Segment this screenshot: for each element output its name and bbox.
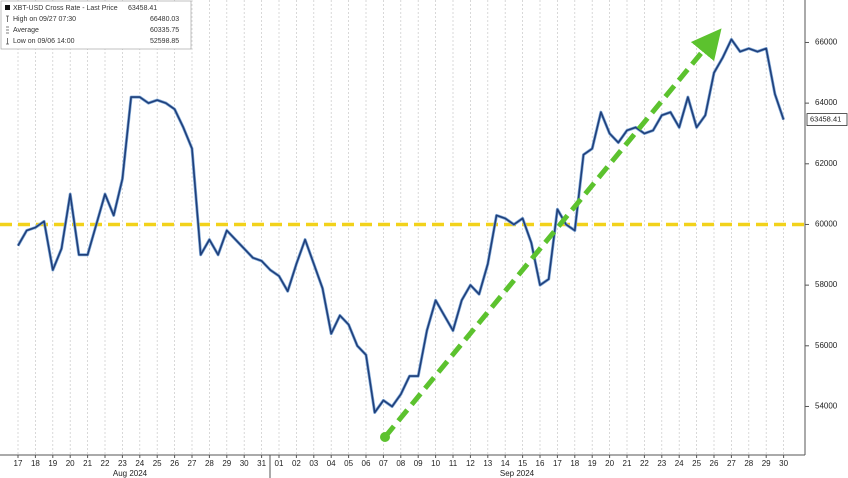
- legend-swatch: [5, 5, 10, 10]
- legend: XBT-USD Cross Rate - Last Price 63458.41…: [0, 0, 192, 50]
- x-tick-label: 19: [588, 459, 597, 468]
- legend-label: Average: [13, 27, 39, 34]
- x-tick-label: 17: [553, 459, 562, 468]
- legend-box: [0, 0, 192, 50]
- legend-label: High on 09/27 07:30: [13, 16, 76, 23]
- legend-value: 60335.75: [150, 27, 179, 34]
- legend-icons: [6, 15, 9, 45]
- x-tick-label: 17: [14, 459, 23, 468]
- x-tick-label: 29: [762, 459, 771, 468]
- x-tick-label: 16: [536, 459, 545, 468]
- x-tick-label: 30: [240, 459, 249, 468]
- legend-title: XBT-USD Cross Rate - Last Price: [13, 5, 118, 12]
- x-tick-label: 12: [466, 459, 475, 468]
- last-price-label: 63458.41: [810, 115, 841, 124]
- price-line: [17, 38, 785, 414]
- x-tick-label: 18: [570, 459, 579, 468]
- y-tick-label: 62000: [815, 159, 838, 168]
- x-tick-label: 05: [344, 459, 353, 468]
- month-label: Aug 2024: [113, 469, 148, 478]
- y-tick-label: 54000: [815, 402, 838, 411]
- y-tick-label: 56000: [815, 341, 838, 350]
- x-tick-label: 19: [48, 459, 57, 468]
- month-label: Sep 2024: [500, 469, 535, 478]
- x-tick-label: 14: [501, 459, 510, 468]
- x-tick-label: 03: [309, 459, 318, 468]
- x-tick-label: 31: [257, 459, 266, 468]
- x-tick-label: 23: [657, 459, 666, 468]
- x-tick-label: 21: [623, 459, 632, 468]
- x-tick-label: 25: [692, 459, 701, 468]
- y-tick-label: 64000: [815, 98, 838, 107]
- x-tick-label: 28: [205, 459, 214, 468]
- x-tick-label: 24: [675, 459, 684, 468]
- x-tick-label: 28: [744, 459, 753, 468]
- trend-arrow-start: [380, 432, 390, 442]
- x-tick-label: 18: [31, 459, 40, 468]
- x-tick-label: 24: [135, 459, 144, 468]
- marks: [0, 37, 805, 414]
- x-tick-label: 01: [275, 459, 284, 468]
- last-price-tag: [806, 113, 848, 126]
- x-tick-label: 27: [727, 459, 736, 468]
- x-tick-label: 07: [379, 459, 388, 468]
- x-tick-label: 06: [362, 459, 371, 468]
- x-tick-label: 22: [101, 459, 110, 468]
- plot-area: [0, 0, 805, 455]
- x-tick-label: 27: [188, 459, 197, 468]
- x-tick-label: 21: [83, 459, 92, 468]
- legend-value: 63458.41: [128, 5, 157, 12]
- x-tick-label: 02: [292, 459, 301, 468]
- x-tick-label: 30: [779, 459, 788, 468]
- x-tick-label: 10: [431, 459, 440, 468]
- legend-label: Low on 09/06 14:00: [13, 38, 75, 45]
- x-tick-label: 13: [483, 459, 492, 468]
- legend-value: 66480.03: [150, 16, 179, 23]
- x-tick-label: 22: [640, 459, 649, 468]
- y-tick-label: 66000: [815, 38, 838, 47]
- y-tick-label: 60000: [815, 220, 838, 229]
- x-tick-label: 26: [170, 459, 179, 468]
- x-tick-label: 15: [518, 459, 527, 468]
- x-tick-label: 04: [327, 459, 336, 468]
- y-tick-label: 58000: [815, 280, 838, 289]
- x-tick-label: 08: [396, 459, 405, 468]
- x-tick-label: 11: [449, 459, 458, 468]
- x-tick-label: 20: [66, 459, 75, 468]
- x-tick-label: 09: [414, 459, 423, 468]
- x-tick-label: 26: [710, 459, 719, 468]
- x-tick-label: 25: [153, 459, 162, 468]
- x-tick-label: 23: [118, 459, 127, 468]
- x-tick-label: 20: [605, 459, 614, 468]
- x-tick-label: 29: [222, 459, 231, 468]
- trend-arrow: [383, 28, 722, 439]
- legend-value: 52598.85: [150, 38, 179, 45]
